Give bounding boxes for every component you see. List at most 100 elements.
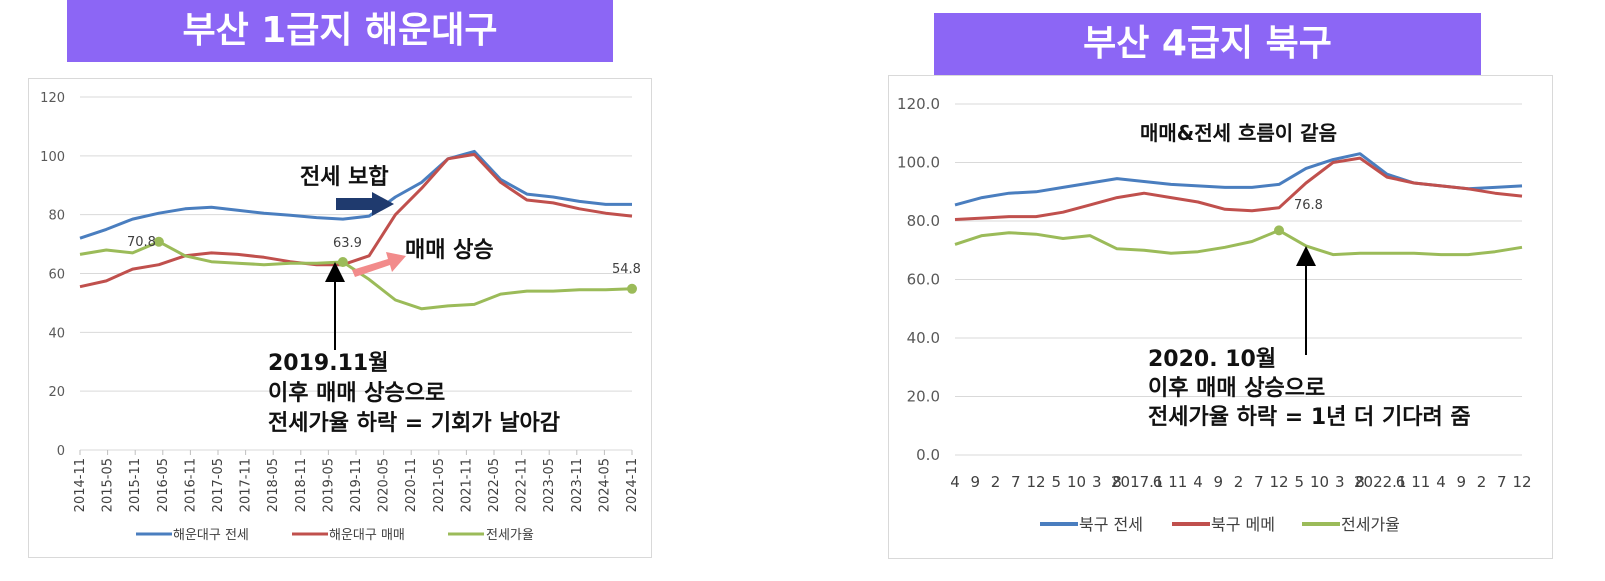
right-xtick-label: 4	[1436, 473, 1446, 491]
left-xtick-label: 2020-05	[377, 458, 392, 512]
legend-right-jeonse: 북구 전세	[1079, 515, 1143, 534]
left-xtick-label: 2017-05	[211, 458, 226, 512]
right-note-line3: 전세가율 하락 = 1년 더 기다려 줌	[1148, 405, 1471, 430]
left-panel-title: 부산 1급지 해운대구	[67, 0, 613, 62]
left-xtick-label: 2024-11	[625, 458, 640, 512]
right-xtick-label: 10	[1310, 473, 1329, 491]
right-xtick-label: 11	[1168, 473, 1187, 491]
legend-left-jeonse: 해운대구 전세	[173, 528, 249, 543]
left-xtick-label: 2018-11	[294, 458, 309, 512]
right-xtick-label: 6	[1153, 473, 1163, 491]
left-xtick-label: 2017-11	[239, 458, 254, 512]
legend-left-sales: 해운대구 매매	[329, 528, 405, 543]
left-marker-point	[627, 283, 637, 294]
right-xtick-label: 12	[1269, 473, 1288, 491]
right-xtick-label: 2022.1	[1354, 473, 1407, 491]
left-xtick-label: 2015-05	[101, 458, 116, 512]
left-ytick-label: 80	[48, 209, 65, 224]
right-xtick-label: 7	[1497, 473, 1507, 491]
right-ytick-label: 80.0	[907, 212, 940, 230]
left-grid: 0 20 40 60 80 100 120 2014-11 2015-05 2015-11 2016…	[40, 91, 640, 512]
left-xtick-label: 2024-05	[597, 458, 612, 512]
left-xtick-label: 2018-05	[266, 458, 281, 512]
left-xtick-label: 2023-11	[570, 458, 585, 512]
left-ytick-label: 120	[40, 91, 65, 106]
right-xtick-label: 9	[1456, 473, 1466, 491]
left-xtick-label: 2014-11	[73, 458, 88, 512]
left-series-line-0	[79, 149, 632, 240]
annotation-sales-rise: 매매 상승	[405, 238, 494, 263]
right-xtick-label: 6	[1396, 473, 1406, 491]
right-xtick-label: 5	[1294, 473, 1304, 491]
right-series-line-2	[954, 228, 1523, 257]
right-xtick-label: 7	[1254, 473, 1264, 491]
right-xtick-label: 2	[1234, 473, 1244, 491]
right-xtick-label: 5	[1051, 473, 1061, 491]
right-ytick-label: 20.0	[907, 388, 940, 406]
left-marker-point	[337, 257, 348, 268]
left-ytick-label: 40	[48, 326, 65, 341]
legend-right-sales: 북구 메메	[1211, 515, 1275, 534]
right-legend: 북구 전세 북구 메메 전세가율	[1040, 515, 1400, 534]
right-note-line1: 2020. 10월	[1148, 347, 1276, 372]
right-xtick-label: 12	[1026, 473, 1045, 491]
left-ytick-label: 0	[57, 444, 65, 459]
right-panel-title: 부산 4급지 북구	[934, 13, 1481, 75]
right-xtick-label: 11	[1411, 473, 1430, 491]
right-xtick-label: 2017.1	[1111, 473, 1164, 491]
label-76-8: 76.8	[1294, 198, 1323, 213]
left-xtick-label: 2021-05	[432, 458, 447, 512]
right-xtick-label: 9	[970, 473, 980, 491]
right-ytick-label: 40.0	[907, 329, 940, 347]
right-chart-area	[888, 75, 1553, 559]
left-ytick-label: 100	[40, 150, 65, 165]
right-xtick-label: 7	[1011, 473, 1021, 491]
left-xtick-label: 2016-05	[156, 458, 171, 512]
left-xtick-label: 2019-05	[321, 458, 336, 512]
label-63-9: 63.9	[333, 236, 362, 251]
left-chart-area	[28, 78, 652, 558]
annotation-jeonse-flat: 전세 보합	[300, 164, 389, 190]
left-xtick-label: 2019-11	[349, 458, 364, 512]
right-xtick-label: 12	[1512, 473, 1531, 491]
right-xtick-label: 9	[1213, 473, 1223, 491]
sales-rise-arrow	[352, 252, 406, 277]
right-note-line2: 이후 매매 상승으로	[1148, 376, 1325, 401]
jeonse-flat-arrow	[336, 192, 394, 216]
right-xtick-label: 8	[1355, 473, 1365, 491]
right-series-lines	[954, 152, 1523, 257]
left-xtick-label: 2023-05	[542, 458, 557, 512]
left-note-line3: 전세가율 하락 = 기회가 날아감	[268, 411, 560, 436]
legend-left-ratio: 전세가율	[486, 528, 534, 543]
right-series-line-0	[954, 152, 1523, 207]
right-ytick-label: 60.0	[907, 271, 940, 289]
right-xtick-label: 2	[991, 473, 1001, 491]
right-xtick-label: 4	[1193, 473, 1203, 491]
label-54-8: 54.8	[612, 262, 641, 277]
right-ytick-label: 120.0	[897, 95, 940, 113]
right-xtick-label: 3	[1092, 473, 1102, 491]
right-xtick-label: 10	[1067, 473, 1086, 491]
right-xtick-label: 3	[1335, 473, 1345, 491]
left-xtick-label: 2021-11	[459, 458, 474, 512]
left-xtick-label: 2022-05	[487, 458, 502, 512]
label-70-8: 70.8	[127, 235, 156, 250]
left-xtick-label: 2016-11	[183, 458, 198, 512]
annotation-same-flow: 매매&전세 흐름이 같음	[1140, 121, 1337, 145]
left-note-line2: 이후 매매 상승으로	[268, 381, 445, 406]
left-legend: 해운대구 전세 해운대구 매매 전세가율	[136, 528, 534, 543]
left-marker-point	[153, 236, 164, 247]
left-ytick-label: 60	[48, 268, 65, 283]
right-marker-point	[1274, 225, 1284, 236]
left-xtick-label: 2022-11	[515, 458, 530, 512]
right-series-line-1	[954, 156, 1523, 221]
right-xtick-label: 2	[1477, 473, 1487, 491]
right-ytick-label: 0.0	[916, 446, 940, 464]
left-series-line-1	[79, 152, 633, 289]
left-ytick-label: 20	[48, 385, 65, 400]
right-xtick-label: 4	[950, 473, 960, 491]
left-xtick-label: 2015-11	[128, 458, 143, 512]
right-xtick-label: 8	[1112, 473, 1122, 491]
